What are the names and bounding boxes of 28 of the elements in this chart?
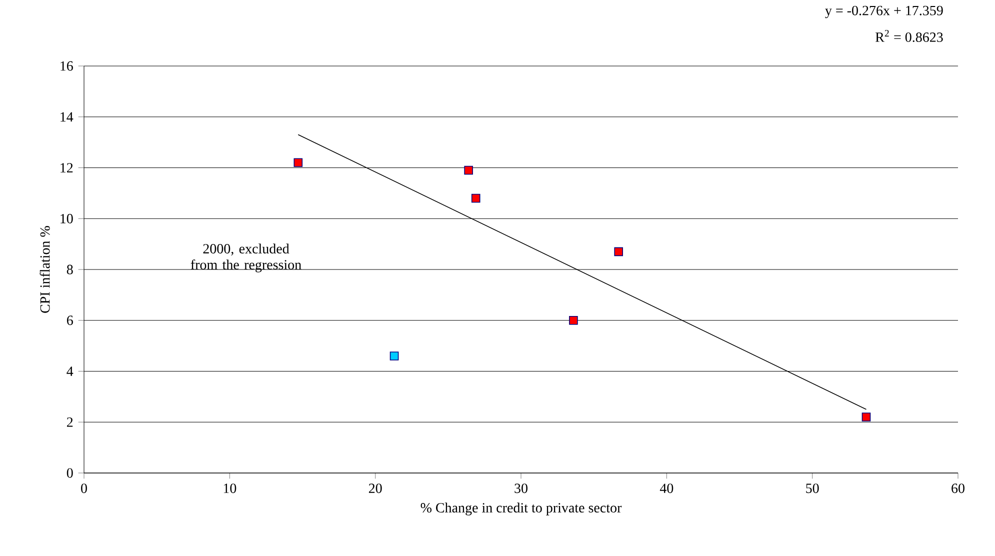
x-tick-label: 50 [806,484,819,494]
y-tick-label: 2 [66,417,73,427]
y-tick-label: 10 [60,214,73,224]
y-tick-label: 16 [60,61,73,71]
y-tick-label: 4 [66,366,74,376]
y-tick-label: 12 [60,163,73,172]
y-axis-title: CPI inflation % [40,226,50,313]
y-tick-label: 14 [60,112,74,122]
point [614,247,623,256]
point [390,352,399,360]
x-tick-label: 60 [952,484,964,494]
text: R$^{2}$ = 0.8623 [876,30,943,42]
x-tick-label: 20 [368,484,382,494]
y-tick-label: 0 [66,468,73,478]
point [862,412,871,422]
point [294,158,303,168]
x-tick-label: 30 [514,484,528,494]
y-tick-label: 6 [66,316,73,326]
x-tick-label: 10 [224,484,236,494]
annotation: 2000, excluded from the regression [190,244,302,272]
x-tick-label: 40 [660,484,674,494]
point [569,316,578,325]
x-axis-title: % Change in credit to private sector [420,502,622,516]
x-tick-label: 0 [81,484,87,494]
text: y = -0.276x + 17.359 [825,6,943,18]
point [464,166,473,175]
y-tick-label: 8 [66,264,73,274]
point [471,194,480,203]
